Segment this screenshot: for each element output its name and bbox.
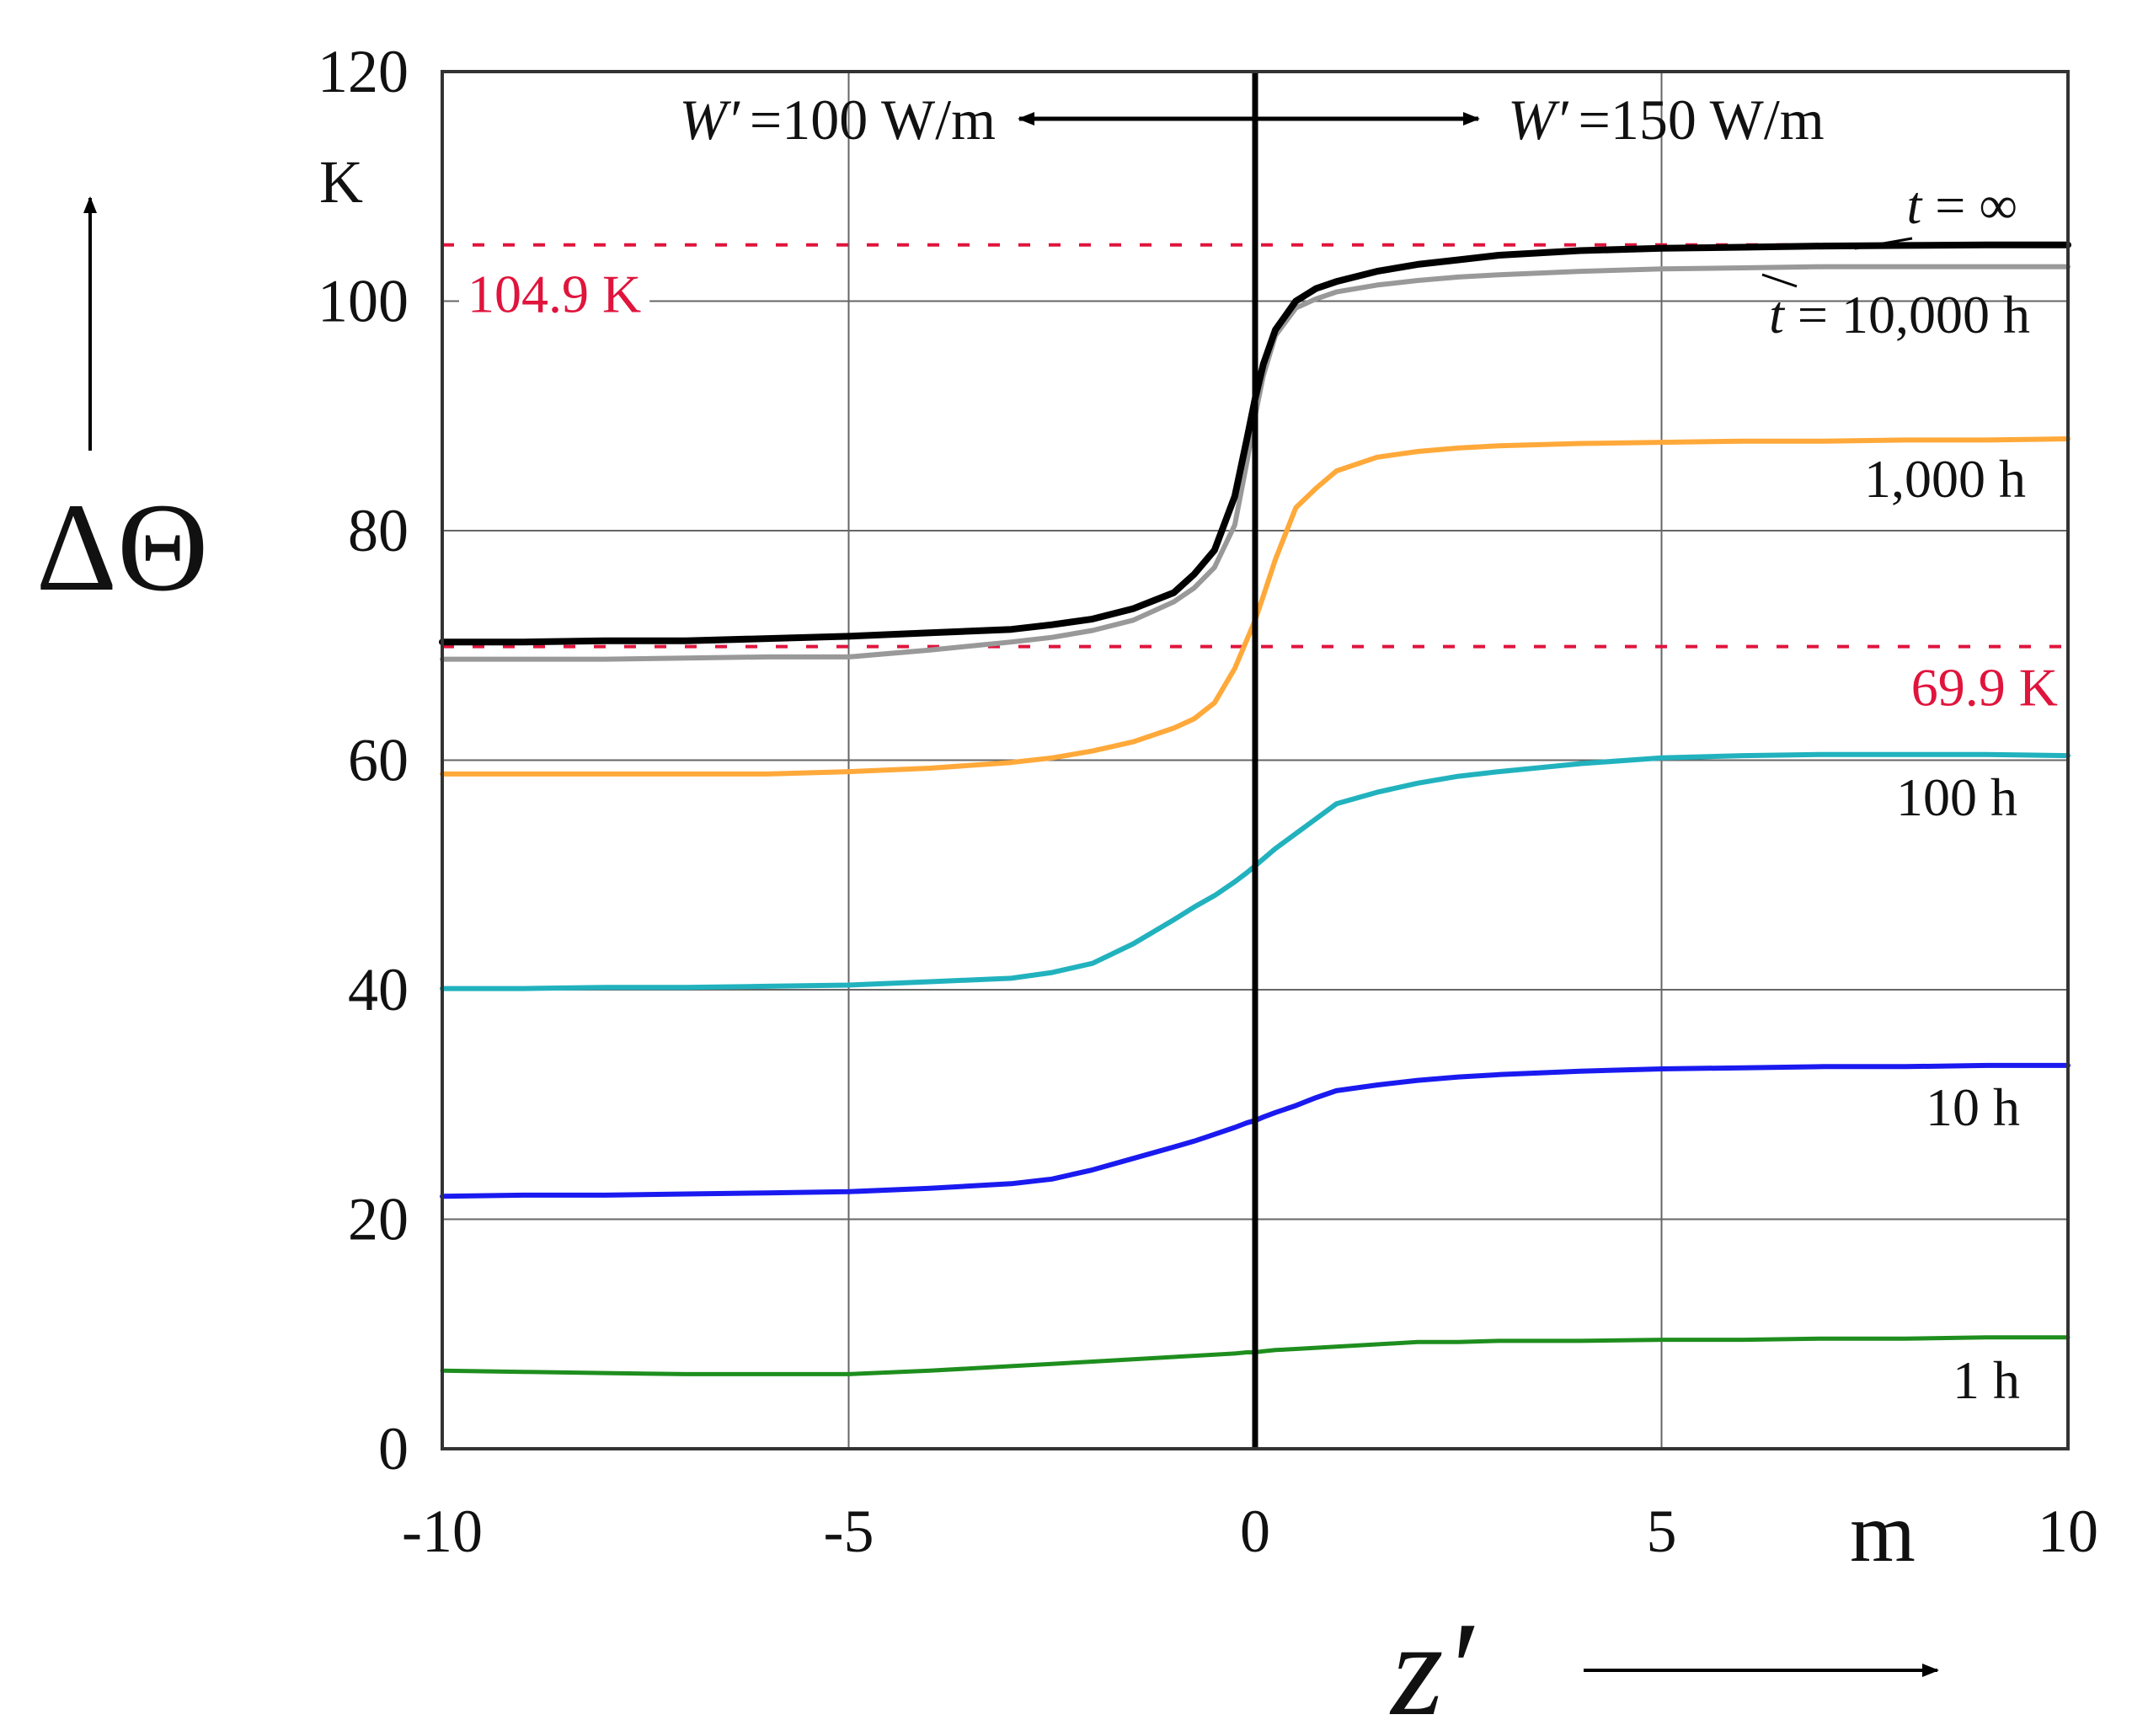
left-region-label: W′ =100 W/m: [679, 88, 996, 152]
right-region-label: W′ =150 W/m: [1508, 88, 1825, 152]
x-tick-label: -5: [824, 1498, 874, 1565]
y-axis-unit: K: [319, 148, 363, 216]
reference-label-backdrop: [459, 264, 650, 326]
y-tick-label: 60: [348, 727, 409, 794]
label-leader-line: [1854, 237, 1913, 250]
curve-label: t = ∞: [1907, 175, 2018, 235]
curve-label: 1 h: [1953, 1350, 2020, 1410]
y-tick-label: 120: [318, 38, 409, 105]
y-axis-title: ΔΘ: [36, 478, 209, 617]
y-tick-label: 20: [348, 1186, 409, 1253]
region-header: W′ =100 W/m W′ =150 W/m: [679, 88, 1824, 152]
curve-label: 10 h: [1926, 1077, 2020, 1137]
curve-label: 100 h: [1896, 767, 2017, 827]
y-tick-label: 80: [348, 497, 409, 564]
curve-label: t = 10,000 h: [1769, 285, 2030, 345]
plot-area: [441, 70, 2070, 1450]
tick-labels: 0 20 40 60 80 100 120 -10 -5 0 5 10: [318, 38, 2098, 1565]
x-axis-unit: m: [1850, 1486, 1916, 1579]
curve-label: 1,000 h: [1864, 449, 2026, 509]
x-tick-label: 0: [1240, 1498, 1270, 1565]
y-tick-label: 0: [378, 1415, 409, 1482]
x-tick-label: 10: [2038, 1498, 2098, 1565]
x-tick-label: -10: [402, 1498, 483, 1565]
x-axis-title: z′: [1389, 1594, 1474, 1736]
y-tick-label: 40: [348, 956, 409, 1023]
label-leader-line: [1761, 273, 1798, 288]
x-tick-label: 5: [1647, 1498, 1677, 1565]
reference-label: 104.9 K: [468, 264, 641, 324]
y-tick-label: 100: [318, 268, 409, 335]
reference-label: 69.9 K: [1911, 658, 2058, 718]
curve-labels: 104.9 K 69.9 K t = ∞ t = 10,000 h 1,000 h 100…: [459, 175, 2058, 1410]
